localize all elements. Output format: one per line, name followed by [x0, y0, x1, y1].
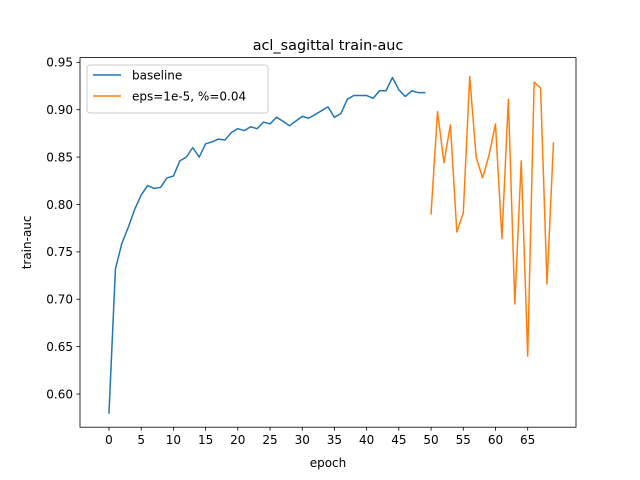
y-tick-label: 0.90: [46, 103, 73, 117]
x-tick-label: 60: [488, 433, 503, 447]
legend: baseline eps=1e-5, %=0.04: [86, 64, 269, 114]
series-line-1: [108, 76, 426, 414]
x-tick-label: 45: [391, 433, 406, 447]
legend-box: [86, 64, 269, 114]
y-tick-label: 0.65: [46, 340, 73, 354]
x-tick-label: 20: [230, 433, 245, 447]
x-tick-label: 30: [295, 433, 310, 447]
y-tick-label: 0.95: [46, 56, 73, 70]
x-axis-label: epoch: [310, 456, 347, 470]
x-tick-label: 0: [105, 433, 113, 447]
y-tick-label: 0.70: [46, 293, 73, 307]
plot-frame: [79, 57, 577, 428]
series-line-2: [430, 75, 555, 357]
x-tick-label: 40: [359, 433, 374, 447]
x-axis: 0 5 10 15 20 25 30 35 40 45 50 55 60 65: [105, 427, 535, 447]
x-tick-label: 25: [262, 433, 277, 447]
x-tick-label: 15: [198, 433, 213, 447]
x-tick-label: 10: [166, 433, 181, 447]
x-tick-label: 50: [423, 433, 438, 447]
x-tick-label: 65: [520, 433, 535, 447]
chart-title: acl_sagittal train-auc: [253, 38, 404, 54]
y-axis-label: train-auc: [20, 215, 34, 269]
x-tick-label: 5: [137, 433, 145, 447]
y-tick-label: 0.80: [46, 198, 73, 212]
legend-label-2: eps=1e-5, %=0.04: [132, 89, 246, 103]
y-axis: 0.60 0.65 0.70 0.75 0.80 0.85 0.90 0.95: [46, 56, 80, 401]
y-tick-label: 0.75: [46, 245, 73, 259]
x-tick-label: 35: [327, 433, 342, 447]
plot-lines: [108, 75, 555, 414]
y-tick-label: 0.85: [46, 150, 73, 164]
y-tick-label: 0.60: [46, 387, 73, 401]
legend-label-1: baseline: [132, 68, 182, 82]
x-tick-label: 55: [456, 433, 471, 447]
